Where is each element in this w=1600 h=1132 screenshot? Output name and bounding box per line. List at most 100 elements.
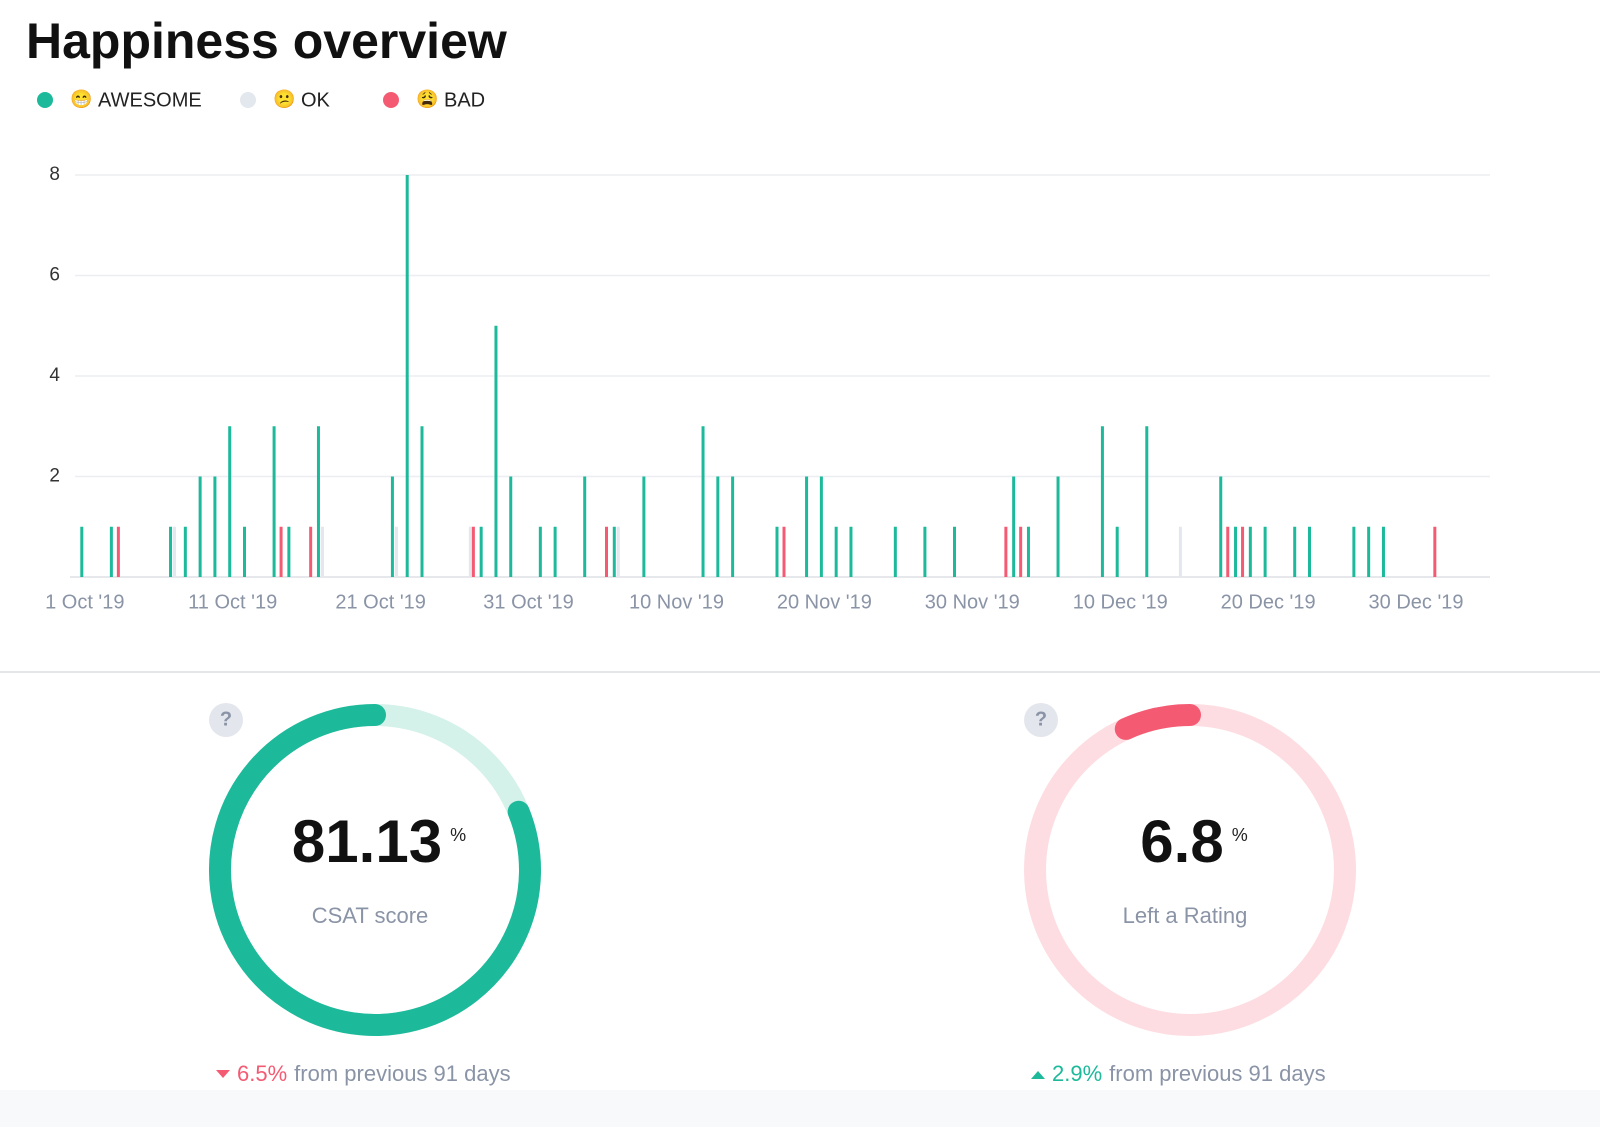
bar (109, 526, 113, 577)
gauge-arc (209, 704, 541, 1036)
y-tick-label: 8 (49, 164, 60, 185)
legend-label: AWESOME (98, 89, 202, 111)
bar (1004, 526, 1008, 577)
bar (1263, 526, 1267, 577)
bar (228, 426, 232, 577)
bar (183, 526, 187, 577)
bar (320, 526, 324, 577)
legend-emoji: 😕 (273, 89, 295, 109)
bar (213, 476, 217, 577)
bar (116, 526, 120, 577)
bar (775, 526, 779, 577)
bar (1381, 526, 1385, 577)
x-tick-label: 11 Oct '19 (188, 591, 277, 613)
bar (1433, 526, 1437, 577)
legend-label: BAD (444, 89, 485, 111)
bar (405, 175, 409, 577)
bar (819, 476, 823, 577)
change-arrow (1031, 1071, 1045, 1079)
metric-value: 6.8 (1140, 808, 1223, 875)
bar (198, 476, 202, 577)
x-tick-label: 30 Dec '19 (1369, 591, 1464, 613)
bar (1248, 526, 1252, 577)
bar (1026, 526, 1030, 577)
bar (394, 526, 398, 577)
change-value: 6.5% (237, 1061, 287, 1086)
bar (701, 426, 705, 577)
bar (953, 526, 956, 577)
x-tick-label: 30 Nov '19 (925, 591, 1020, 613)
x-tick-label: 10 Dec '19 (1073, 591, 1168, 613)
bar (80, 526, 84, 577)
bar (1241, 526, 1245, 577)
x-tick-label: 20 Nov '19 (777, 591, 872, 613)
help-icon-text: ? (220, 708, 232, 730)
bar (834, 526, 838, 577)
bar (279, 526, 283, 577)
bar (243, 526, 246, 577)
metric-unit: % (1232, 825, 1248, 845)
legend-emoji: 😩 (416, 89, 438, 109)
bar (782, 526, 786, 577)
bar (390, 476, 394, 577)
x-tick-label: 20 Dec '19 (1221, 591, 1316, 613)
bar (731, 476, 735, 577)
bar (605, 526, 608, 577)
y-tick-label: 4 (49, 365, 60, 386)
bar (287, 526, 291, 577)
bar (538, 526, 542, 577)
help-icon (1024, 703, 1058, 737)
help-icon (209, 703, 243, 737)
bar (893, 526, 897, 577)
bar (1219, 476, 1223, 577)
page-title: Happiness overview (26, 13, 507, 69)
metric-label: Left a Rating (1123, 903, 1248, 928)
bar (1178, 526, 1182, 577)
metric-unit: % (450, 825, 466, 845)
change-value: 2.9% (1052, 1061, 1102, 1086)
bar (420, 426, 424, 577)
y-tick-label: 2 (49, 466, 60, 487)
legend-swatch (240, 92, 256, 108)
bar (1234, 526, 1238, 577)
bar (479, 526, 483, 577)
bar (509, 476, 513, 577)
x-tick-label: 10 Nov '19 (629, 591, 724, 613)
metric-label: CSAT score (312, 903, 429, 928)
legend-label: OK (301, 89, 331, 111)
bar (553, 526, 557, 577)
bar (309, 526, 313, 577)
bar (173, 526, 177, 577)
gauge-arc (1114, 704, 1201, 740)
bar (1293, 526, 1297, 577)
bar (642, 476, 646, 577)
x-tick-label: 31 Oct '19 (483, 591, 574, 613)
x-tick-label: 1 Oct '19 (45, 591, 124, 613)
bar (1100, 426, 1104, 577)
change-arrow (216, 1070, 230, 1078)
bar (272, 426, 276, 577)
bar (1226, 526, 1230, 577)
metric-value: 81.13 (292, 808, 442, 875)
change-note: from previous 91 days (1109, 1061, 1325, 1086)
legend-swatch (383, 92, 399, 108)
bar (583, 476, 587, 577)
help-icon-text: ? (1035, 708, 1047, 730)
bar (1145, 426, 1149, 577)
bar (471, 526, 475, 577)
footer-band (0, 1090, 1600, 1127)
x-tick-label: 21 Oct '19 (335, 591, 426, 613)
bar (169, 526, 173, 577)
bar (1115, 526, 1119, 577)
legend-emoji: 😁 (70, 89, 92, 109)
bar (1012, 476, 1016, 577)
legend-swatch (37, 92, 53, 108)
bar (805, 476, 809, 577)
bar (494, 325, 498, 577)
bar (716, 476, 720, 577)
bar (316, 426, 320, 577)
bar (1367, 526, 1371, 577)
y-tick-label: 6 (49, 265, 60, 286)
bar (1352, 526, 1356, 577)
